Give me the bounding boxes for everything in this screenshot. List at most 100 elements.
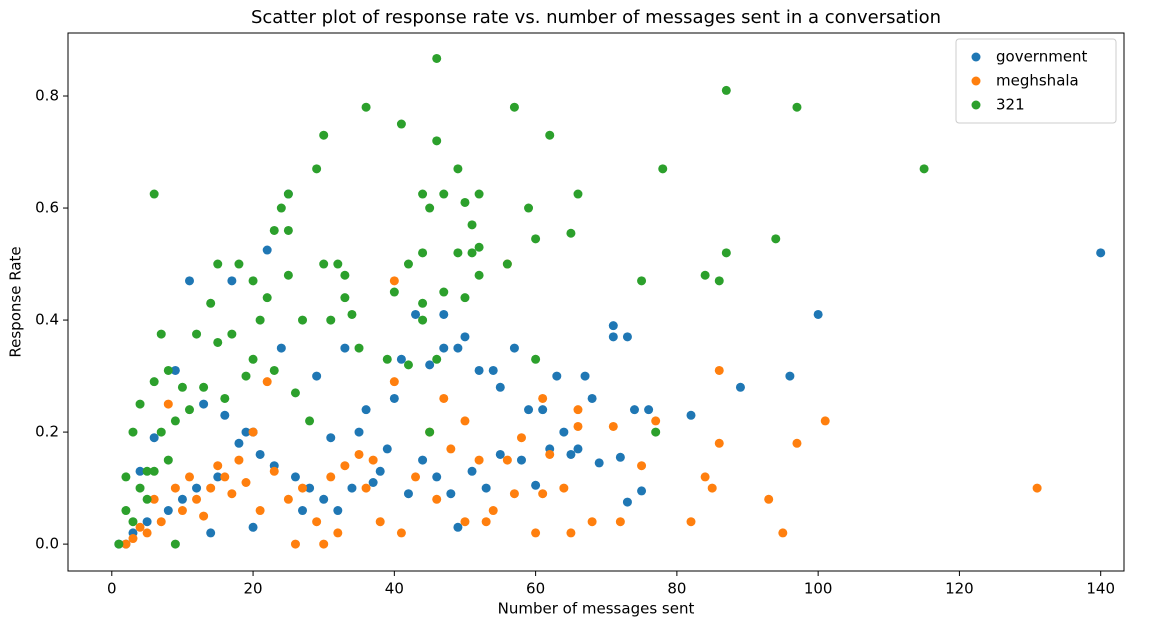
point <box>538 489 548 499</box>
point <box>658 164 668 174</box>
legend-marker <box>971 100 981 110</box>
point <box>453 522 463 532</box>
point <box>474 189 484 199</box>
point <box>361 405 371 415</box>
legend-label: 321 <box>996 96 1025 114</box>
point <box>220 393 230 403</box>
point <box>509 489 519 499</box>
point <box>135 522 145 532</box>
point <box>149 433 159 443</box>
point <box>552 371 562 381</box>
point <box>566 528 576 538</box>
point <box>248 276 258 286</box>
point <box>432 354 442 364</box>
point <box>446 444 456 454</box>
point <box>481 517 491 527</box>
point <box>425 360 435 370</box>
point <box>418 248 428 258</box>
point <box>213 461 223 471</box>
point <box>1032 483 1042 493</box>
point <box>509 343 519 353</box>
point <box>432 53 442 63</box>
legend-marker <box>971 76 981 86</box>
point <box>149 466 159 476</box>
point <box>531 528 541 538</box>
point <box>608 321 618 331</box>
point <box>248 354 258 364</box>
point <box>439 189 449 199</box>
point <box>792 438 802 448</box>
point <box>425 427 435 437</box>
point <box>128 427 138 437</box>
point <box>227 276 237 286</box>
point <box>192 483 202 493</box>
y-tick-label: 0.0 <box>35 535 59 553</box>
point <box>142 517 152 527</box>
point <box>255 449 265 459</box>
point <box>262 377 272 387</box>
point <box>418 315 428 325</box>
point <box>170 365 180 375</box>
point <box>354 427 364 437</box>
point <box>234 455 244 465</box>
point <box>735 382 745 392</box>
point <box>502 455 512 465</box>
point <box>439 393 449 403</box>
point <box>333 506 343 516</box>
point <box>340 461 350 471</box>
point <box>467 248 477 258</box>
chart-title: Scatter plot of response rate vs. number… <box>251 7 941 28</box>
point <box>290 388 300 398</box>
point <box>319 539 329 549</box>
point <box>453 164 463 174</box>
point <box>149 189 159 199</box>
point <box>637 276 647 286</box>
point <box>700 270 710 280</box>
point <box>396 354 406 364</box>
point <box>340 270 350 280</box>
point <box>305 483 315 493</box>
point <box>559 483 569 493</box>
point <box>192 494 202 504</box>
point <box>587 393 597 403</box>
point <box>227 489 237 499</box>
point <box>142 494 152 504</box>
point <box>538 405 548 415</box>
point <box>651 416 661 426</box>
point <box>707 483 717 493</box>
point <box>474 270 484 280</box>
point <box>1096 248 1106 258</box>
point <box>474 365 484 375</box>
point <box>425 203 435 213</box>
point <box>347 483 357 493</box>
point <box>622 497 632 507</box>
point <box>269 365 279 375</box>
point <box>573 421 583 431</box>
point <box>432 136 442 146</box>
point <box>531 234 541 244</box>
point <box>156 427 166 437</box>
point <box>163 365 173 375</box>
point <box>792 102 802 112</box>
point <box>545 130 555 140</box>
point <box>573 405 583 415</box>
point <box>248 427 258 437</box>
point <box>206 528 216 538</box>
point <box>587 517 597 527</box>
point <box>651 427 661 437</box>
point <box>262 245 272 255</box>
point <box>538 393 548 403</box>
point <box>439 309 449 319</box>
point <box>276 343 286 353</box>
x-tick-label: 0 <box>107 580 117 598</box>
point <box>721 85 731 95</box>
point <box>686 410 696 420</box>
point <box>283 494 293 504</box>
point <box>156 329 166 339</box>
point <box>255 315 265 325</box>
point <box>573 444 583 454</box>
point <box>516 455 526 465</box>
point <box>135 399 145 409</box>
point <box>813 309 823 319</box>
point <box>509 102 519 112</box>
